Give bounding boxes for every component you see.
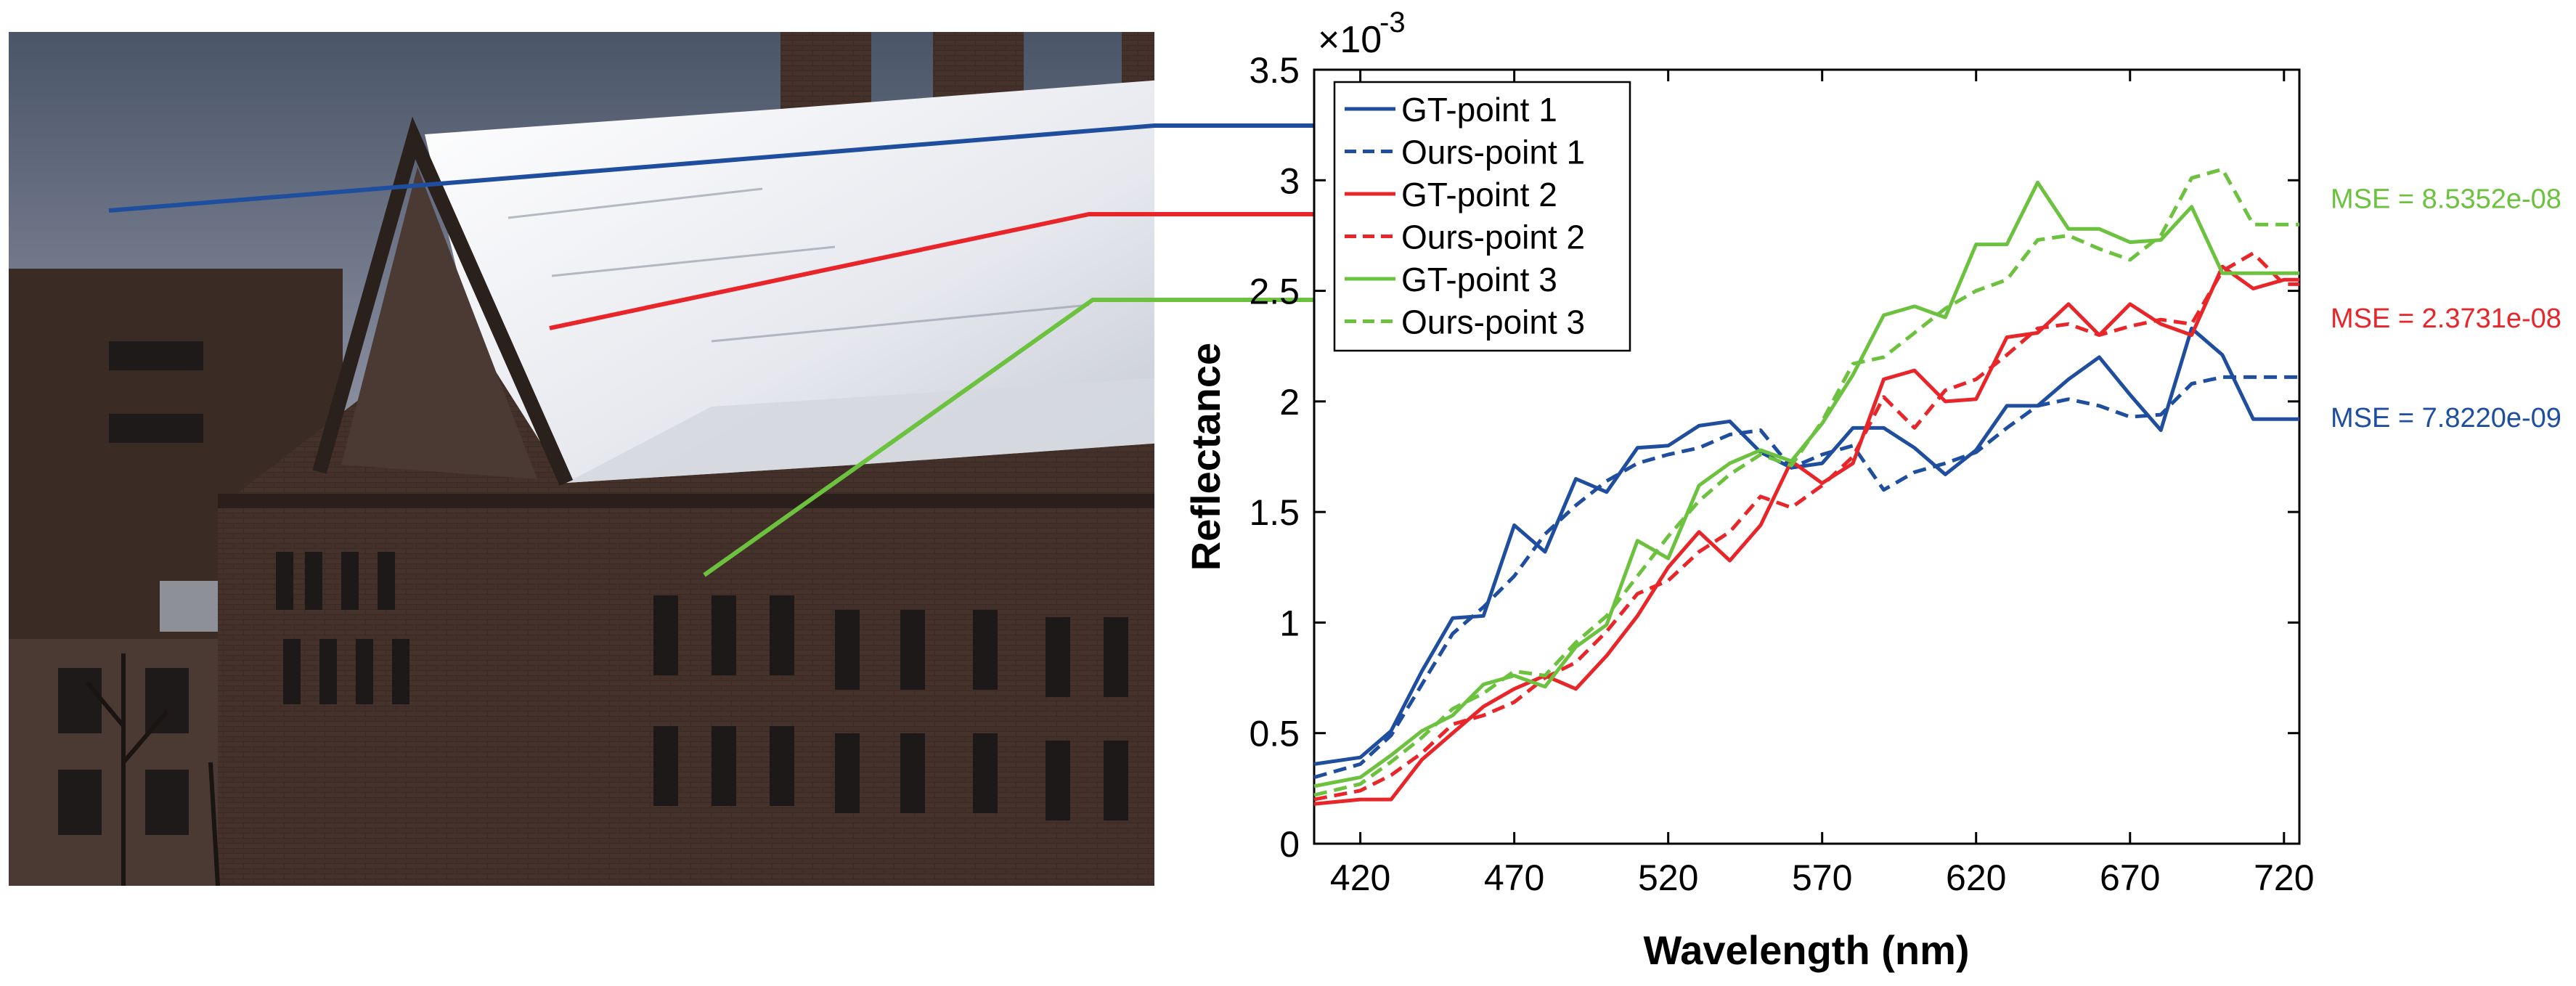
y-tick-label: 3.5: [1249, 50, 1300, 91]
series-line-5: [1313, 180, 2299, 789]
legend-label-1: GT-point 1: [1401, 91, 1557, 129]
legend: GT-point 1 Ours-point 1 GT-point 2 Ours-poi…: [1333, 81, 1631, 352]
photo-snow-roof: [425, 80, 1154, 483]
series-line-2: [1313, 375, 2299, 780]
series-line-3: [1313, 264, 2299, 806]
connector-point-2: [549, 212, 1336, 330]
legend-label-5: GT-point 3: [1401, 261, 1557, 298]
legend-label-2: Ours-point 1: [1401, 134, 1585, 171]
y-tick-label: 1: [1279, 603, 1300, 643]
tick-labels: 0 0.5 1 1.5 2 2.5 3 3.5 420 470 520 570 620 670 720: [1249, 50, 2314, 898]
y-tick-label: 1.5: [1249, 492, 1300, 533]
connector-point-1: [108, 123, 1336, 213]
legend-label-6: Ours-point 3: [1401, 303, 1585, 341]
y-tick-label: 2: [1279, 382, 1300, 423]
x-tick-label: 420: [1330, 857, 1390, 898]
mse-label-2: MSE = 2.3731e-08: [2331, 303, 2561, 334]
legend-label-4: Ours-point 2: [1401, 219, 1585, 256]
x-tick-label: 720: [2254, 857, 2314, 898]
x-axis-label: Wavelength (nm): [1643, 927, 1969, 973]
mse-annotations: MSE = 8.5352e-08 MSE = 2.3731e-08 MSE = 7.…: [2331, 184, 2561, 434]
axis-ticks: [1314, 68, 2299, 845]
y-tick-label: 0: [1279, 824, 1300, 865]
x-tick-label: 620: [1946, 857, 2006, 898]
series-line-1: [1313, 326, 2299, 766]
series-lines: [1313, 167, 2299, 806]
legend-box: [1333, 81, 1631, 352]
x-tick-label: 520: [1638, 857, 1698, 898]
series-line-4: [1313, 251, 2299, 802]
y-axis-label: Reflectance: [1183, 343, 1228, 571]
connector-point-3: [703, 298, 1336, 577]
y-exponent-base: ×10: [1318, 19, 1382, 61]
y-tick-label: 2.5: [1249, 272, 1300, 312]
x-tick-label: 470: [1484, 857, 1544, 898]
y-exponent-power: -3: [1379, 7, 1406, 38]
y-tick-label: 0.5: [1249, 714, 1300, 754]
reflectance-chart: 0 0.5 1 1.5 2 2.5 3 3.5 420 470 520 570 620 670 720 ×1…: [1183, 7, 2561, 973]
legend-label-3: GT-point 2: [1401, 176, 1557, 213]
mse-label-1: MSE = 8.5352e-08: [2331, 184, 2561, 215]
building-photo: [9, 32, 1154, 886]
y-tick-label: 3: [1279, 160, 1300, 201]
series-line-6: [1313, 167, 2299, 797]
point-connectors: [108, 123, 1336, 577]
x-tick-label: 670: [2100, 857, 2160, 898]
mse-label-3: MSE = 7.8220e-09: [2331, 403, 2561, 433]
photo-windows: [276, 552, 1128, 820]
x-tick-label: 570: [1792, 857, 1852, 898]
